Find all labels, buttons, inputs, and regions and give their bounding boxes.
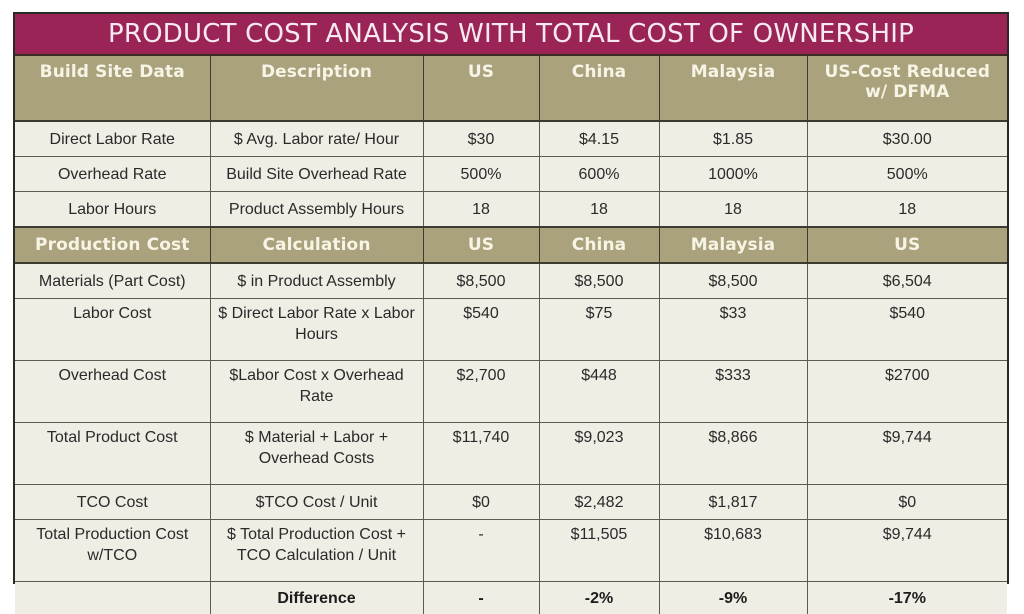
value-cell: $8,500	[659, 263, 807, 299]
row-label: TCO Cost	[15, 485, 210, 520]
row-label: Total Production Cost w/TCO	[15, 520, 210, 582]
row-description: $ Avg. Labor rate/ Hour	[210, 121, 423, 157]
difference-label: Difference	[210, 582, 423, 614]
difference-value: -9%	[659, 582, 807, 614]
value-cell: 18	[423, 192, 539, 228]
value-cell: $11,740	[423, 423, 539, 485]
table-row: Total Production Cost w/TCO$ Total Produ…	[15, 520, 1007, 582]
row-description: $ Total Production Cost + TCO Calculatio…	[210, 520, 423, 582]
difference-value: -17%	[807, 582, 1007, 614]
value-cell: 500%	[423, 157, 539, 192]
row-description: Build Site Overhead Rate	[210, 157, 423, 192]
difference-value: -2%	[539, 582, 659, 614]
value-cell: $0	[807, 485, 1007, 520]
value-cell: 1000%	[659, 157, 807, 192]
value-cell: $2700	[807, 361, 1007, 423]
row-label: Total Product Cost	[15, 423, 210, 485]
row-label: Materials (Part Cost)	[15, 263, 210, 299]
column-header: US	[807, 227, 1007, 263]
column-header: Production Cost	[15, 227, 210, 263]
value-cell: $75	[539, 299, 659, 361]
column-header: Malaysia	[659, 227, 807, 263]
value-cell: 18	[659, 192, 807, 228]
column-header: US	[423, 56, 539, 121]
value-cell: $9,744	[807, 423, 1007, 485]
column-header: US	[423, 227, 539, 263]
value-cell: $8,500	[423, 263, 539, 299]
value-cell: $540	[807, 299, 1007, 361]
column-header: Calculation	[210, 227, 423, 263]
value-cell: -	[423, 520, 539, 582]
table-row: Direct Labor Rate$ Avg. Labor rate/ Hour…	[15, 121, 1007, 157]
value-cell: $11,505	[539, 520, 659, 582]
row-label: Labor Cost	[15, 299, 210, 361]
value-cell: $30	[423, 121, 539, 157]
column-header: US-Cost Reduced w/ DFMA	[807, 56, 1007, 121]
value-cell: $8,866	[659, 423, 807, 485]
value-cell: $2,482	[539, 485, 659, 520]
value-cell: $540	[423, 299, 539, 361]
row-label: Labor Hours	[15, 192, 210, 228]
value-cell: 600%	[539, 157, 659, 192]
table-row: Total Product Cost$ Material + Labor + O…	[15, 423, 1007, 485]
value-cell: $8,500	[539, 263, 659, 299]
value-cell: $0	[423, 485, 539, 520]
value-cell: $333	[659, 361, 807, 423]
row-description: $Labor Cost x Overhead Rate	[210, 361, 423, 423]
row-label: Overhead Rate	[15, 157, 210, 192]
value-cell: $33	[659, 299, 807, 361]
column-header: Malaysia	[659, 56, 807, 121]
value-cell: $10,683	[659, 520, 807, 582]
cost-analysis-table: PRODUCT COST ANALYSIS WITH TOTAL COST OF…	[13, 12, 1009, 584]
value-cell: $30.00	[807, 121, 1007, 157]
value-cell: 18	[807, 192, 1007, 228]
difference-value: -	[423, 582, 539, 614]
value-cell: $1.85	[659, 121, 807, 157]
value-cell: $6,504	[807, 263, 1007, 299]
row-description: Product Assembly Hours	[210, 192, 423, 228]
value-cell: 18	[539, 192, 659, 228]
value-cell: $448	[539, 361, 659, 423]
table-title: PRODUCT COST ANALYSIS WITH TOTAL COST OF…	[15, 14, 1007, 56]
value-cell: $2,700	[423, 361, 539, 423]
table-row: TCO Cost$TCO Cost / Unit$0$2,482$1,817$0	[15, 485, 1007, 520]
column-header: China	[539, 56, 659, 121]
value-cell: $1,817	[659, 485, 807, 520]
difference-value	[15, 582, 210, 614]
table-row: Overhead Cost$Labor Cost x Overhead Rate…	[15, 361, 1007, 423]
row-description: $ Direct Labor Rate x Labor Hours	[210, 299, 423, 361]
row-description: $ Material + Labor + Overhead Costs	[210, 423, 423, 485]
value-cell: $4.15	[539, 121, 659, 157]
value-cell: $9,023	[539, 423, 659, 485]
difference-row: Difference--2%-9%-17%	[15, 582, 1007, 614]
row-label: Direct Labor Rate	[15, 121, 210, 157]
table-row: Labor Cost$ Direct Labor Rate x Labor Ho…	[15, 299, 1007, 361]
row-label: Overhead Cost	[15, 361, 210, 423]
column-header: China	[539, 227, 659, 263]
value-cell: 500%	[807, 157, 1007, 192]
value-cell: $9,744	[807, 520, 1007, 582]
row-description: $ in Product Assembly	[210, 263, 423, 299]
column-header: Description	[210, 56, 423, 121]
row-description: $TCO Cost / Unit	[210, 485, 423, 520]
table-row: Materials (Part Cost)$ in Product Assemb…	[15, 263, 1007, 299]
column-header: Build Site Data	[15, 56, 210, 121]
